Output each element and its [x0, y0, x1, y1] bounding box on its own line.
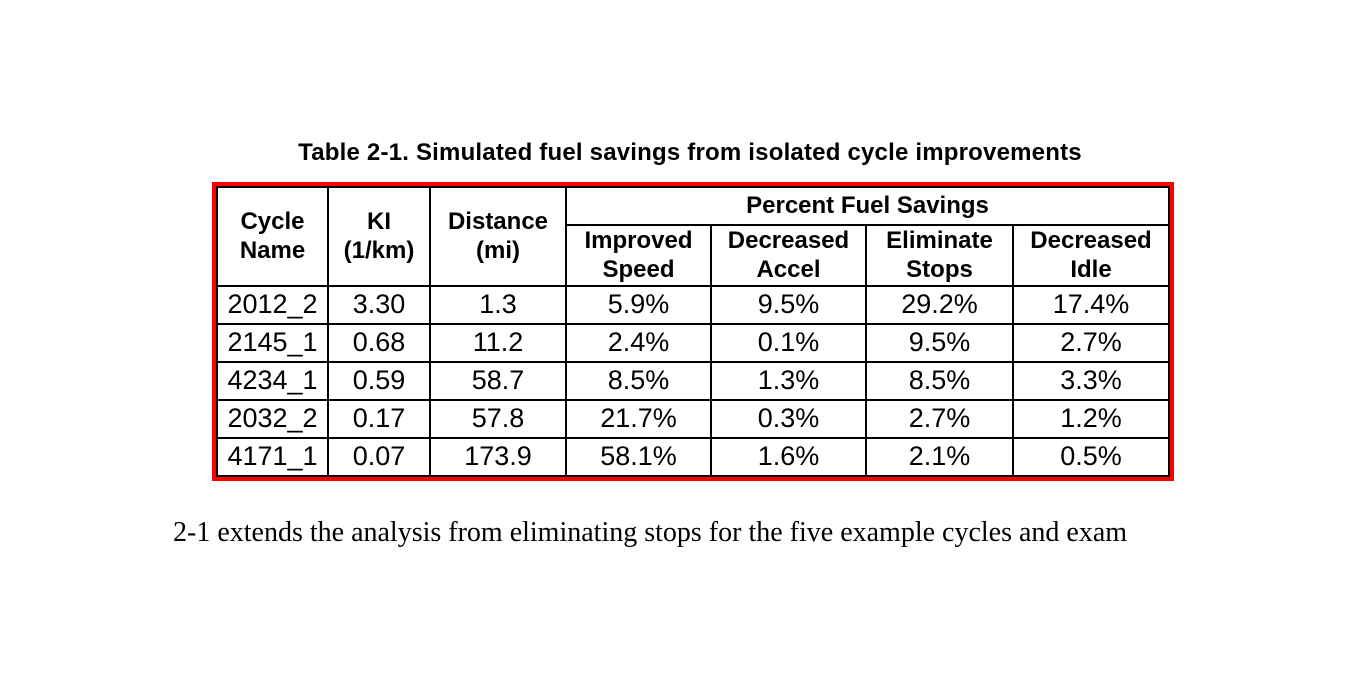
header-line: Name: [239, 237, 306, 265]
table-cell: 0.17: [327, 398, 431, 439]
table-cell: 5.9%: [565, 284, 712, 325]
table-cell: 58.1%: [565, 436, 712, 477]
table-cell: 2.7%: [865, 398, 1014, 439]
header-line: Idle: [1070, 256, 1112, 284]
table-cell: 2145_1: [216, 322, 329, 363]
table-cell: 0.59: [327, 360, 431, 401]
header-line: Decreased: [727, 227, 850, 254]
table-row: 4234_1 0.59 58.7 8.5% 1.3% 8.5% 3.3%: [216, 360, 1171, 401]
table-cell: 1.3: [429, 284, 567, 325]
header-line: Stops: [906, 256, 973, 284]
table-row: 2145_1 0.68 11.2 2.4% 0.1% 9.5% 2.7%: [216, 322, 1171, 363]
header-line: Improved: [584, 227, 693, 254]
table-header-row-group: Cycle Name KI (1/km) Distance (mi) Perce…: [216, 186, 1171, 287]
col-header-cycle-name: Cycle Name: [216, 186, 329, 287]
header-line: Speed: [602, 256, 675, 284]
header-line: (1/km): [343, 237, 415, 265]
fuel-savings-table-frame: Cycle Name KI (1/km) Distance (mi) Perce…: [212, 182, 1175, 481]
table-caption: Table 2-1. Simulated fuel savings from i…: [298, 139, 1082, 166]
table-cell: 8.5%: [565, 360, 712, 401]
table-cell: 4234_1: [216, 360, 329, 401]
table-cell: 9.5%: [710, 284, 867, 325]
col-header-decreased-idle: Decreased Idle: [1011, 224, 1171, 287]
table-cell: 2.1%: [865, 436, 1014, 477]
col-header-distance: Distance (mi): [429, 186, 567, 287]
table-cell: 11.2: [429, 322, 567, 363]
fuel-savings-table: Cycle Name KI (1/km) Distance (mi) Perce…: [216, 186, 1171, 477]
table-cell: 9.5%: [865, 322, 1014, 363]
header-line: Eliminate: [886, 227, 993, 254]
header-line: KI: [367, 208, 391, 235]
table-cell: 29.2%: [865, 284, 1014, 325]
table-cell: 57.8: [429, 398, 567, 439]
table-cell: 0.68: [327, 322, 431, 363]
table-cell: 1.2%: [1011, 398, 1171, 439]
table-cell: 2012_2: [216, 284, 329, 325]
table-cell: 8.5%: [865, 360, 1014, 401]
table-cell: 17.4%: [1011, 284, 1171, 325]
table-cell: 3.30: [327, 284, 431, 325]
header-line: Cycle: [240, 208, 305, 235]
table-cell: 3.3%: [1011, 360, 1171, 401]
table-cell: 0.1%: [710, 322, 867, 363]
table-row: 4171_1 0.07 173.9 58.1% 1.6% 2.1% 0.5%: [216, 436, 1171, 477]
table-cell: 1.3%: [710, 360, 867, 401]
col-group-header-percent-fuel-savings: Percent Fuel Savings: [564, 186, 1171, 226]
header-line: (mi): [476, 237, 520, 265]
body-paragraph: 2-1 extends the analysis from eliminatin…: [173, 517, 1128, 548]
header-line: Accel: [756, 256, 821, 284]
table-cell: 58.7: [429, 360, 567, 401]
table-cell: 21.7%: [565, 398, 712, 439]
col-header-eliminate-stops: Eliminate Stops: [865, 224, 1014, 287]
header-line: Distance: [447, 208, 549, 235]
header-line: Decreased: [1030, 227, 1152, 254]
table-header-row-sub: Improved Speed Decreased Accel Eliminate…: [217, 224, 1171, 287]
col-header-improved-speed: Improved Speed: [565, 224, 712, 287]
table-cell: 0.5%: [1011, 436, 1171, 477]
table-cell: 173.9: [429, 436, 567, 477]
table-cell: 4171_1: [216, 436, 329, 477]
table-cell: 2032_2: [216, 398, 329, 439]
table-cell: 2.7%: [1011, 322, 1171, 363]
table-row: 2012_2 3.30 1.3 5.9% 9.5% 29.2% 17.4%: [216, 284, 1171, 325]
col-header-decreased-accel: Decreased Accel: [710, 224, 867, 287]
table-cell: 0.3%: [710, 398, 867, 439]
table-cell: 1.6%: [710, 436, 867, 477]
table-cell: 2.4%: [565, 322, 712, 363]
table-row: 2032_2 0.17 57.8 21.7% 0.3% 2.7% 1.2%: [216, 398, 1171, 439]
table-cell: 0.07: [327, 436, 431, 477]
col-header-ki: KI (1/km): [327, 186, 431, 287]
